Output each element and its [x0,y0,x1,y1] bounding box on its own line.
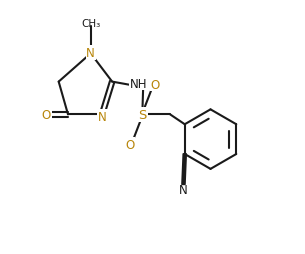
Text: N: N [179,184,187,197]
Text: S: S [138,108,147,121]
Text: O: O [125,139,135,152]
Text: N: N [86,47,95,60]
Text: N: N [98,110,107,123]
Text: O: O [41,108,51,121]
Text: O: O [150,78,160,91]
Text: CH₃: CH₃ [81,19,100,28]
Text: NH: NH [130,77,147,90]
